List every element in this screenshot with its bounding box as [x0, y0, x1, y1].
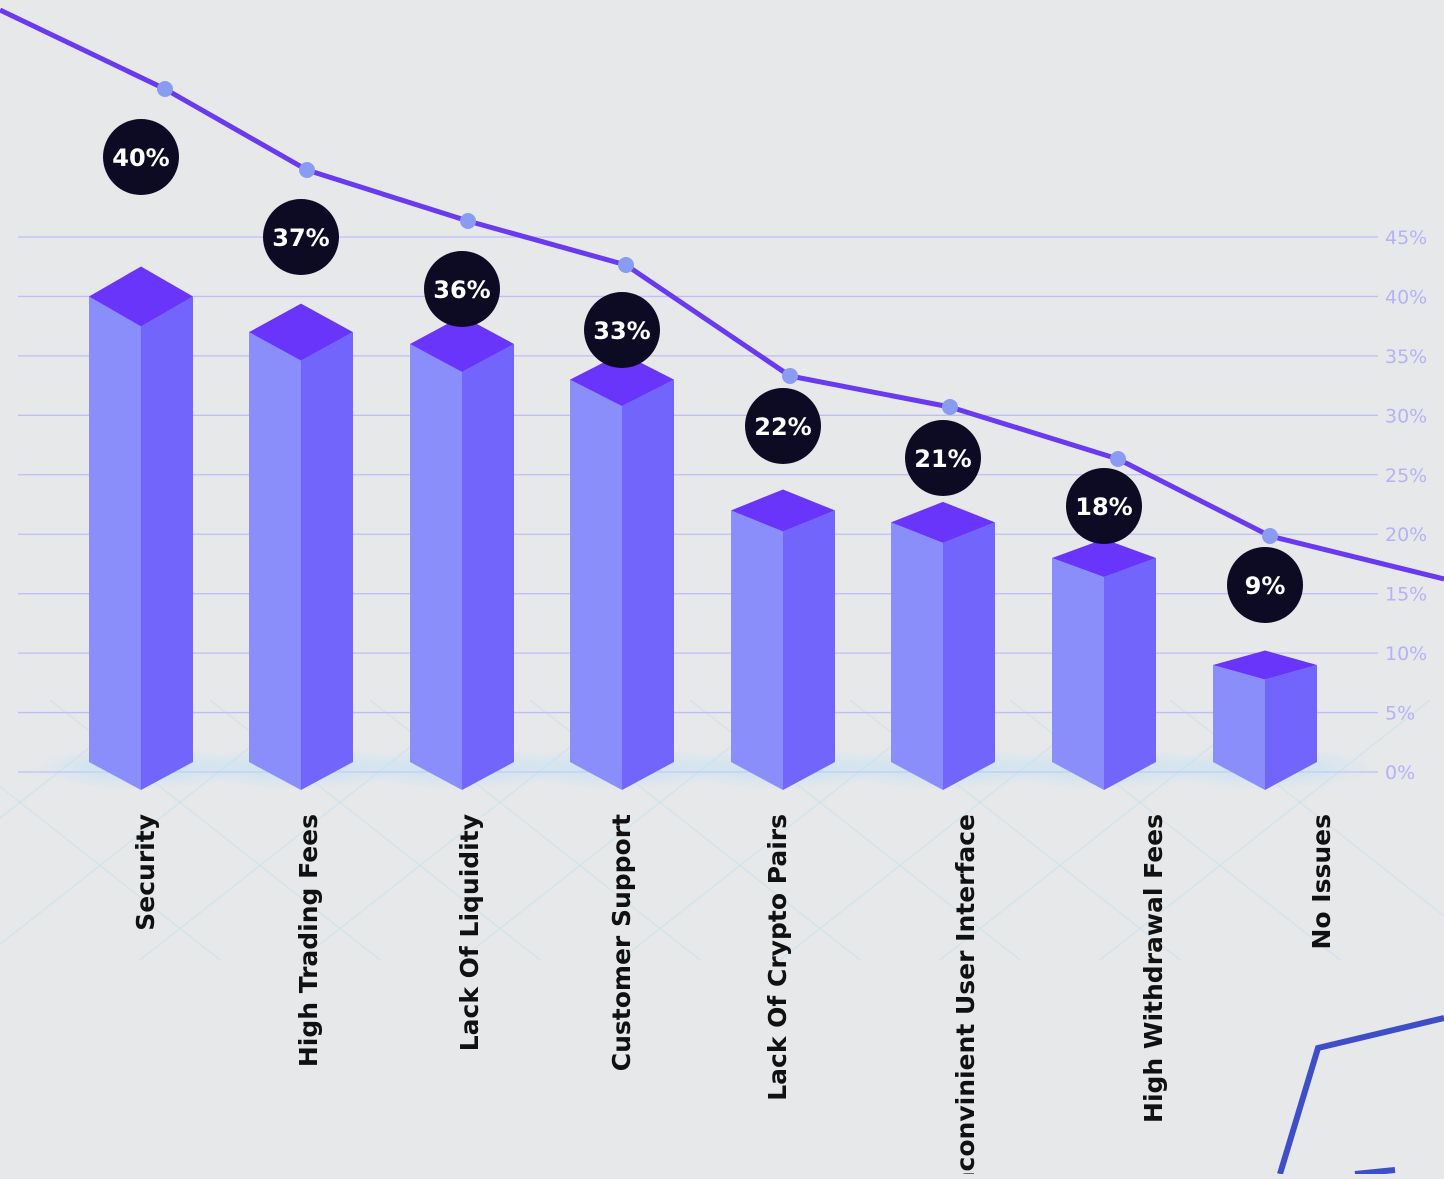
bar-front-face [410, 344, 462, 790]
category-labels: Security High Trading Fees Lack Of Liquidi… [131, 814, 1336, 1179]
category-label: High Trading Fees [294, 814, 323, 1067]
bar-front-face [731, 510, 783, 790]
y-tick-label: 45% [1385, 227, 1427, 249]
bar-top-face [570, 353, 674, 407]
bar [833, 501, 1053, 790]
bar-front-face [891, 522, 943, 790]
bar [191, 303, 411, 790]
value-label-bubble: 40% [103, 119, 179, 195]
bar-side-face [943, 522, 995, 790]
bar-top-face [249, 303, 353, 361]
bar [352, 316, 572, 790]
trend-line-layer [0, 7, 1444, 582]
value-label: 21% [914, 445, 971, 473]
trend-marker [460, 213, 476, 229]
trend-marker [299, 162, 315, 178]
bar-side-face [301, 332, 353, 790]
value-bubble [1066, 468, 1142, 544]
bar-side-face [1265, 665, 1317, 790]
trend-marker [157, 81, 173, 97]
bar [512, 353, 732, 790]
bar-top-face [1052, 539, 1156, 577]
trend-marker [782, 368, 798, 384]
y-tick-label: 25% [1385, 465, 1427, 487]
y-tick-label: 5% [1385, 703, 1415, 725]
value-bubble [1227, 547, 1303, 623]
value-label: 37% [272, 224, 329, 252]
value-label-bubble: 18% [1066, 468, 1142, 544]
value-bubble [424, 251, 500, 327]
trend-marker [1262, 528, 1278, 544]
y-tick-label: 10% [1385, 643, 1427, 665]
bar-side-face [141, 296, 193, 790]
bar-side-face [1104, 558, 1156, 790]
value-bubble [103, 119, 179, 195]
category-label: Inconvinient User Interface [951, 814, 980, 1174]
trend-marker [618, 257, 634, 273]
value-label-bubble: 33% [584, 292, 660, 368]
value-labels: 40% 37% 36% 33% 22% 21% 18% 9% [103, 119, 1303, 623]
category-label: No Issues [1307, 814, 1336, 950]
category-label: High Withdrawal Fees [1139, 814, 1168, 1123]
value-bubble [745, 388, 821, 464]
value-label: 18% [1075, 493, 1132, 521]
value-label-bubble: 21% [905, 420, 981, 496]
trend-line [0, 7, 1444, 582]
value-label: 36% [433, 276, 490, 304]
floor-grid-line [1099, 699, 1431, 961]
y-tick-label: 35% [1385, 346, 1427, 368]
bar-top-face [891, 501, 995, 543]
bar-side-face [622, 379, 674, 790]
value-label-bubble: 37% [263, 199, 339, 275]
value-label-bubble: 9% [1227, 547, 1303, 623]
bar [994, 539, 1214, 790]
value-bubble [584, 292, 660, 368]
trend-marker [1110, 451, 1126, 467]
bar-side-face [462, 344, 514, 790]
value-label: 22% [754, 413, 811, 441]
bar-top-face [1213, 650, 1317, 680]
bar [673, 489, 893, 790]
bars [31, 266, 1375, 790]
corner-decoration [1277, 1015, 1444, 1177]
bar-top-face [731, 489, 835, 532]
value-label: 33% [593, 317, 650, 345]
value-bubble [905, 420, 981, 496]
bar-top-face [410, 316, 514, 372]
y-tick-label: 40% [1385, 286, 1427, 308]
bar [31, 266, 251, 790]
value-label-bubble: 36% [424, 251, 500, 327]
y-tick-label: 0% [1385, 762, 1415, 784]
y-tick-label: 15% [1385, 584, 1427, 606]
y-tick-label: 30% [1385, 405, 1427, 427]
decorative-stroke [1354, 1167, 1396, 1177]
floor-grid-line [0, 785, 221, 961]
y-axis-ticks: 0% 5% 10% 15% 20% 25% 30% 35% 40% 45% [1385, 227, 1427, 784]
bar-front-face [249, 332, 301, 790]
y-tick-label: 20% [1385, 524, 1427, 546]
value-label: 9% [1245, 572, 1286, 600]
bar [1155, 650, 1375, 790]
trend-marker [942, 399, 958, 415]
category-label: Lack Of Crypto Pairs [763, 814, 792, 1101]
bar-side-face [783, 510, 835, 790]
category-label: Customer Support [607, 814, 636, 1071]
value-label: 40% [112, 144, 169, 172]
value-label-bubble: 22% [745, 388, 821, 464]
value-bubble [263, 199, 339, 275]
category-label: Lack Of Liquidity [455, 814, 484, 1051]
bar-top-face [89, 266, 193, 327]
decorative-stroke [1277, 1015, 1444, 1175]
bar-front-face [89, 296, 141, 790]
category-label: Security [131, 814, 160, 931]
gridlines [18, 236, 1378, 773]
bar-front-face [1052, 558, 1104, 790]
bar-front-face [570, 379, 622, 790]
bar-front-face [1213, 665, 1265, 790]
